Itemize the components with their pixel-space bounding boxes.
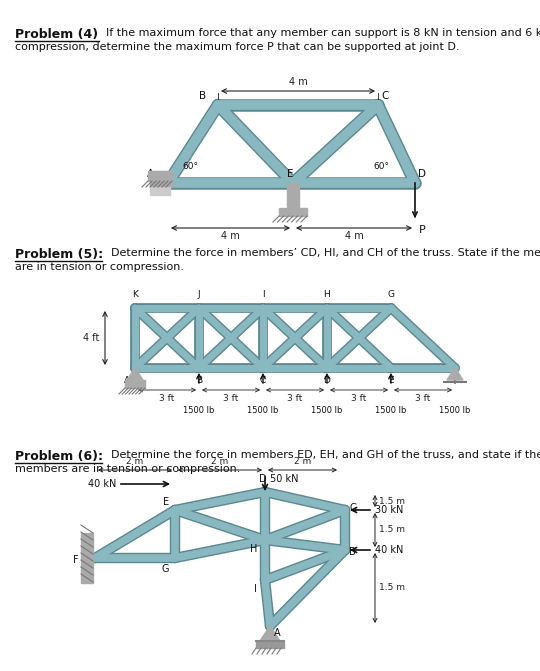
Text: 2 m: 2 m	[211, 457, 228, 466]
Text: 40 kN: 40 kN	[375, 545, 403, 555]
Text: 1.5 m: 1.5 m	[379, 584, 405, 592]
Polygon shape	[260, 626, 280, 641]
Text: F: F	[453, 376, 457, 385]
Text: 30 kN: 30 kN	[375, 505, 403, 515]
Text: 1.5 m: 1.5 m	[379, 497, 405, 505]
Polygon shape	[150, 171, 170, 195]
Text: Determine the force in members’ CD, HI, and CH of the truss. State if the member: Determine the force in members’ CD, HI, …	[104, 248, 540, 258]
Text: D: D	[259, 474, 267, 484]
Text: A: A	[274, 628, 281, 638]
Text: 1500 lb: 1500 lb	[312, 406, 343, 415]
Text: 3 ft: 3 ft	[224, 394, 239, 403]
Text: D: D	[323, 376, 330, 385]
Text: 50 kN: 50 kN	[270, 474, 299, 484]
Text: 4 m: 4 m	[288, 77, 307, 87]
Polygon shape	[148, 171, 172, 181]
Text: are in tension or compression.: are in tension or compression.	[15, 262, 184, 272]
Text: 1500 lb: 1500 lb	[183, 406, 215, 415]
Text: 60°: 60°	[182, 162, 198, 171]
Text: J: J	[198, 290, 200, 299]
Text: compression, determine the maximum force P that can be supported at joint D.: compression, determine the maximum force…	[15, 42, 460, 52]
Polygon shape	[127, 368, 143, 380]
Text: K: K	[132, 290, 138, 299]
Text: 1500 lb: 1500 lb	[440, 406, 471, 415]
Text: 4 m: 4 m	[345, 231, 363, 241]
Text: P: P	[419, 225, 426, 235]
Text: 3 ft: 3 ft	[352, 394, 367, 403]
Text: D: D	[418, 169, 426, 179]
Text: E: E	[287, 169, 293, 179]
Text: 3 ft: 3 ft	[159, 394, 174, 403]
Text: 4 m: 4 m	[221, 231, 240, 241]
Text: 40 kN: 40 kN	[87, 479, 116, 489]
Text: B: B	[349, 547, 356, 557]
Text: Problem (4): Problem (4)	[15, 28, 98, 41]
Text: G: G	[388, 290, 395, 299]
Text: Determine the force in members ED, EH, and GH of the truss, and state if the: Determine the force in members ED, EH, a…	[104, 450, 540, 460]
Polygon shape	[287, 183, 299, 208]
Polygon shape	[125, 380, 145, 388]
Text: 2 m: 2 m	[126, 457, 144, 466]
Text: If the maximum force that any member can support is 8 kN in tension and 6 kN in: If the maximum force that any member can…	[99, 28, 540, 38]
Text: I: I	[262, 290, 264, 299]
Text: H: H	[323, 290, 330, 299]
Polygon shape	[81, 533, 93, 583]
Polygon shape	[447, 368, 463, 380]
Text: A: A	[147, 169, 154, 179]
Text: B: B	[199, 91, 206, 101]
Text: I: I	[254, 584, 257, 594]
Text: C: C	[349, 503, 356, 513]
Text: Problem (5):: Problem (5):	[15, 248, 103, 261]
Text: E: E	[388, 376, 394, 385]
Text: E: E	[163, 497, 169, 507]
Polygon shape	[256, 641, 284, 648]
Text: 4 ft: 4 ft	[83, 333, 99, 343]
Polygon shape	[279, 208, 307, 216]
Text: 3 ft: 3 ft	[287, 394, 303, 403]
Polygon shape	[150, 180, 173, 186]
Text: Problem (6):: Problem (6):	[15, 450, 103, 463]
Text: A: A	[124, 376, 130, 385]
Text: H: H	[249, 544, 257, 554]
Text: 3 ft: 3 ft	[415, 394, 431, 403]
Text: G: G	[161, 564, 169, 574]
Text: C: C	[260, 376, 266, 385]
Text: 1.5 m: 1.5 m	[379, 525, 405, 535]
Text: C: C	[381, 91, 388, 101]
Text: members are in tension or compression.: members are in tension or compression.	[15, 464, 240, 474]
Text: 60°: 60°	[373, 162, 389, 171]
Text: 2 m: 2 m	[294, 457, 311, 466]
Text: 1500 lb: 1500 lb	[247, 406, 279, 415]
Text: 1500 lb: 1500 lb	[375, 406, 407, 415]
Text: B: B	[196, 376, 202, 385]
Text: F: F	[73, 555, 79, 565]
